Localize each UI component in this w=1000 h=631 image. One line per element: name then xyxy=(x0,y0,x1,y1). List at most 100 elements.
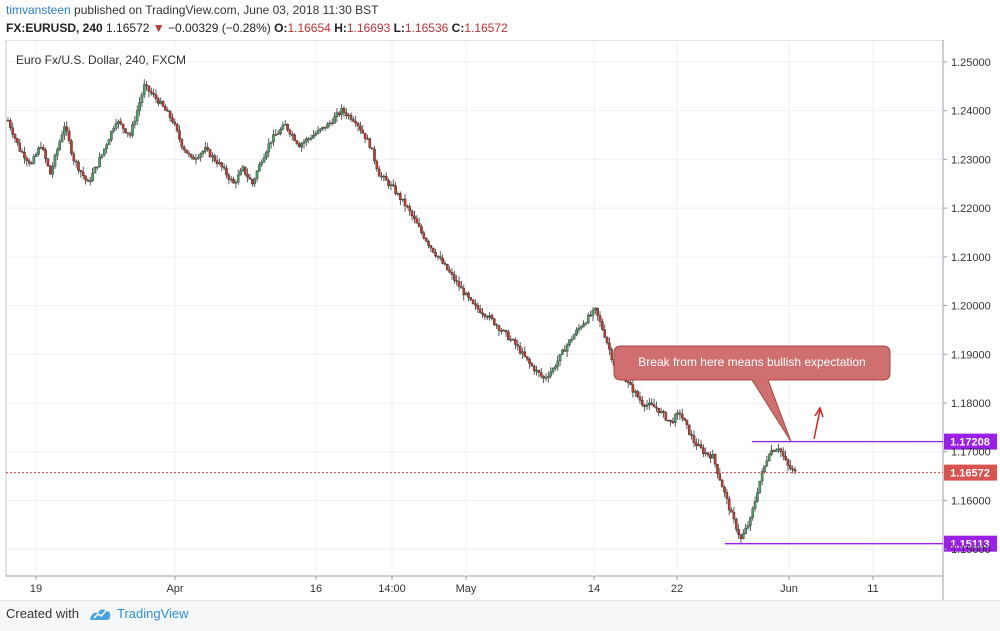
candle-body xyxy=(344,112,348,117)
x-tick-label: 16 xyxy=(310,583,322,595)
candle-body xyxy=(791,468,794,470)
candle-body xyxy=(138,102,141,111)
candle-body xyxy=(408,206,412,212)
candle-body xyxy=(316,129,320,134)
candle-body xyxy=(236,174,240,183)
y-tick-label: 1.19000 xyxy=(951,349,991,361)
candle-body xyxy=(182,146,186,151)
candle-body xyxy=(354,120,357,124)
candle-body xyxy=(610,349,614,360)
candle-body xyxy=(30,162,33,165)
symbol-label[interactable]: FX:EURUSD, 240 xyxy=(6,21,103,35)
candle-body xyxy=(352,119,355,122)
y-tick-label: 1.18000 xyxy=(951,398,991,410)
candle-body xyxy=(206,147,209,150)
candle-body xyxy=(272,134,275,143)
candle-body xyxy=(518,346,522,354)
candle-body xyxy=(152,93,155,95)
candle-body xyxy=(269,141,273,144)
candle-body xyxy=(298,143,301,148)
candle-body xyxy=(347,114,350,117)
candle-body xyxy=(394,185,397,194)
candle-body xyxy=(218,162,221,165)
candle-body xyxy=(441,257,444,264)
candle-body xyxy=(171,117,174,123)
candle-body xyxy=(288,129,292,135)
levels: 1.16572 1.17208 1.15113 xyxy=(6,433,997,552)
candle-body xyxy=(702,447,705,455)
candle-body xyxy=(429,245,433,249)
candle-body xyxy=(361,129,365,134)
candle-body xyxy=(321,126,325,130)
candle-body xyxy=(678,412,682,415)
candle-body xyxy=(81,171,85,177)
price-chart[interactable]: 1.16572 1.17208 1.15113 1.25000 1.24000 1.23… xyxy=(0,40,1000,600)
candle-body xyxy=(453,274,456,281)
candle-body xyxy=(396,193,400,195)
candle-body xyxy=(767,454,771,462)
candle-body xyxy=(248,177,252,180)
candle-body xyxy=(793,469,797,472)
candle-body xyxy=(551,367,555,373)
chart-title: Euro Fx/U.S. Dollar, 240, FXCM xyxy=(16,53,186,67)
candle-body xyxy=(44,149,47,159)
candle-body xyxy=(563,349,567,352)
last-price-label-bg xyxy=(944,464,997,481)
candle-body xyxy=(476,304,480,310)
x-tick-label: 19 xyxy=(30,583,42,595)
candle-body xyxy=(713,454,717,465)
candle-body xyxy=(727,498,731,511)
candle-body xyxy=(709,454,712,459)
candle-body xyxy=(265,151,268,158)
candle-body xyxy=(328,122,332,125)
candle-body xyxy=(201,151,205,154)
candle-body xyxy=(335,112,339,117)
candle-body xyxy=(532,365,536,372)
candle-body xyxy=(27,160,31,164)
candle-body xyxy=(283,124,287,126)
candle-body xyxy=(770,450,773,455)
candle-body xyxy=(450,272,454,275)
candle-body xyxy=(368,138,372,148)
x-tick-label: May xyxy=(456,583,477,595)
candle-body xyxy=(295,140,299,144)
author-link[interactable]: timvansteen xyxy=(6,3,71,17)
annotation-callout[interactable]: Break from here means bullish expectatio… xyxy=(613,345,891,442)
candle-body xyxy=(789,465,792,469)
candle-body xyxy=(438,256,442,259)
candle-body xyxy=(640,400,644,406)
candle-body xyxy=(659,410,663,414)
candle-body xyxy=(164,106,167,111)
candle-body xyxy=(199,153,202,158)
candle-body xyxy=(502,329,505,332)
candle-body xyxy=(84,175,87,181)
candle-body xyxy=(258,164,261,172)
candle-body xyxy=(161,101,165,107)
candle-body xyxy=(474,303,477,306)
candle-body xyxy=(530,363,534,367)
candle-body xyxy=(471,299,475,305)
candle-body xyxy=(687,424,691,435)
candle-body xyxy=(79,170,83,173)
candle-body xyxy=(488,315,491,318)
candle-body xyxy=(784,455,787,460)
candle-body xyxy=(222,166,226,169)
tradingview-link[interactable]: TradingView xyxy=(117,606,189,621)
y-tick-label: 1.16000 xyxy=(951,495,991,507)
candle-body xyxy=(544,377,548,379)
candle-body xyxy=(60,134,64,143)
candle-body xyxy=(478,308,482,314)
candle-body xyxy=(18,142,22,152)
level-label-bg xyxy=(944,535,997,552)
y-tick-label: 1.24000 xyxy=(951,106,991,118)
candle-body xyxy=(539,372,543,377)
candle-body xyxy=(290,134,294,136)
candle-body xyxy=(220,162,224,168)
candle-body xyxy=(145,84,148,87)
candle-body xyxy=(110,130,113,140)
open-label: O: xyxy=(274,21,288,35)
candle-body xyxy=(742,533,745,539)
candle-body xyxy=(417,223,421,227)
candle-body xyxy=(753,501,757,509)
candle-body xyxy=(349,114,353,120)
